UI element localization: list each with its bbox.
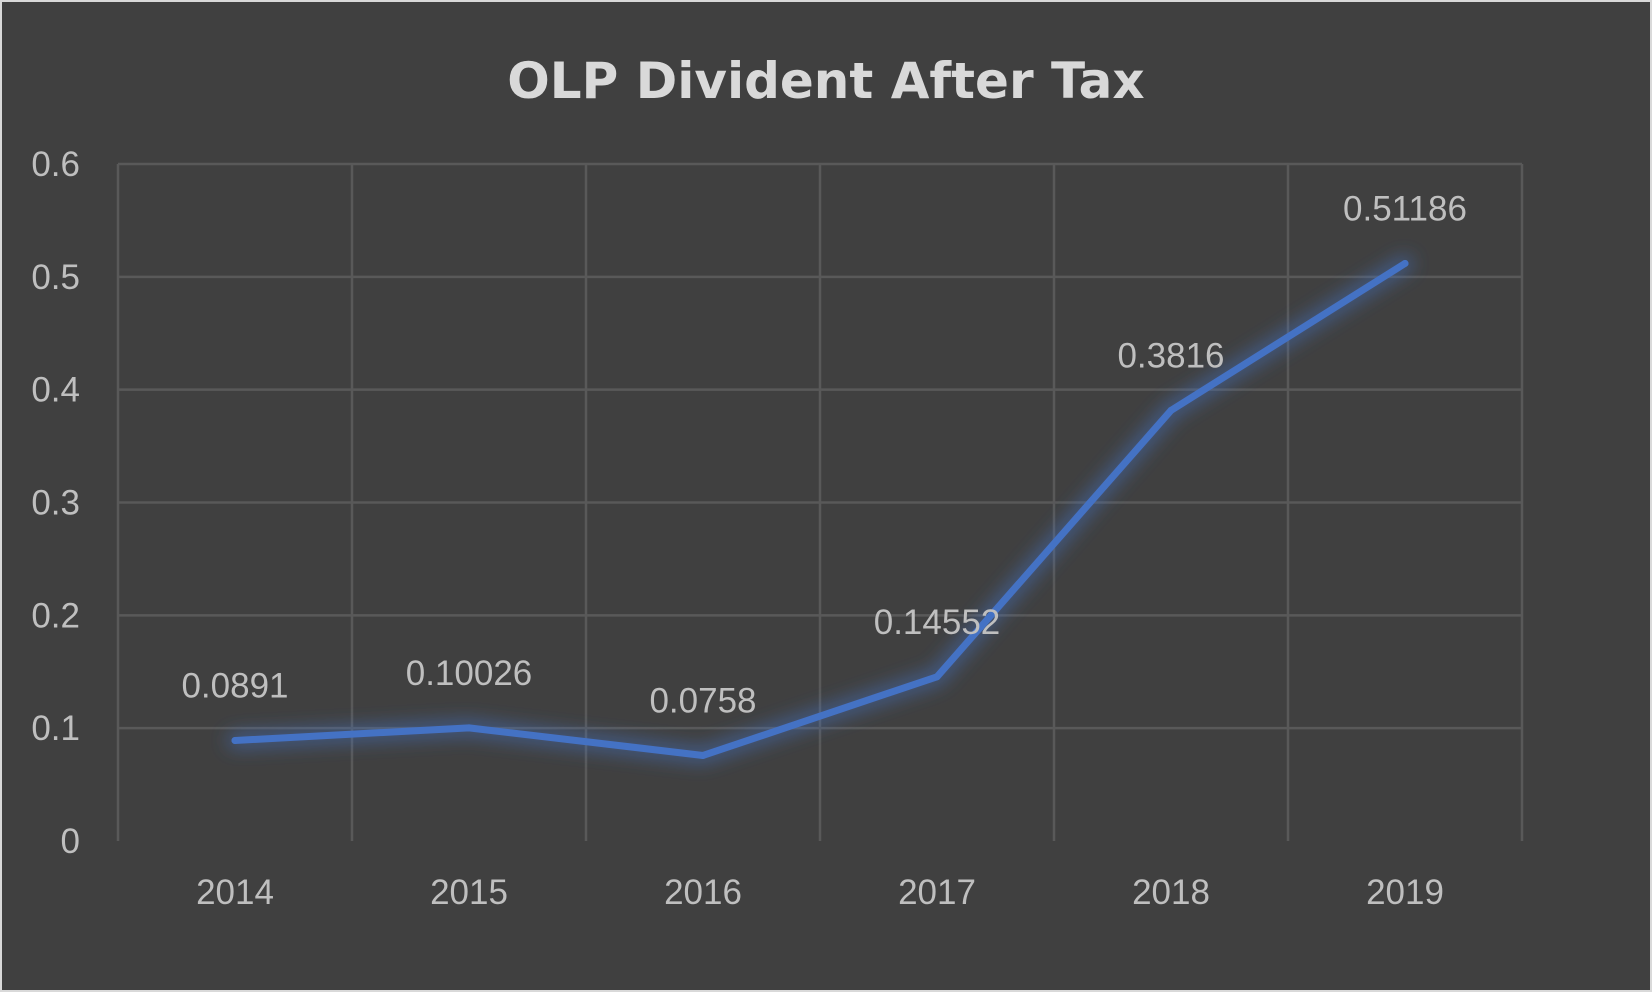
y-tick-label: 0.2 — [31, 596, 80, 635]
data-point — [1401, 259, 1409, 267]
series-line — [227, 255, 1413, 764]
y-tick-label: 0 — [61, 822, 80, 861]
x-tick-label: 2015 — [430, 873, 508, 912]
y-tick-label: 0.1 — [31, 709, 80, 748]
data-labels: 0.0891 0.10026 0.0758 0.14552 0.3816 0.51186 — [181, 189, 1466, 720]
data-point — [933, 673, 941, 681]
x-axis-ticks: 2014 2015 2016 2017 2018 2019 — [196, 873, 1444, 912]
x-tick-label: 2018 — [1132, 873, 1210, 912]
data-point — [1167, 406, 1175, 414]
data-point — [699, 751, 707, 759]
series-line — [231, 259, 1409, 759]
gridlines — [116, 162, 1524, 841]
data-point — [231, 736, 239, 744]
data-label: 0.3816 — [1117, 336, 1224, 375]
y-axis-ticks: 0 0.1 0.2 0.3 0.4 0.5 0.6 — [31, 145, 80, 861]
data-label: 0.0758 — [649, 681, 756, 720]
y-tick-label: 0.6 — [31, 145, 80, 184]
data-label: 0.0891 — [181, 666, 288, 705]
data-point — [465, 724, 473, 732]
data-label: 0.14552 — [874, 603, 1001, 642]
x-tick-label: 2019 — [1366, 873, 1444, 912]
y-tick-label: 0.4 — [31, 371, 80, 410]
x-tick-label: 2014 — [196, 873, 274, 912]
x-tick-label: 2016 — [664, 873, 742, 912]
x-tick-label: 2017 — [898, 873, 976, 912]
data-label: 0.51186 — [1343, 189, 1467, 228]
y-tick-label: 0.5 — [31, 258, 80, 297]
data-label: 0.10026 — [406, 654, 533, 693]
chart-title: OLP Divident After Tax — [507, 52, 1144, 110]
y-tick-label: 0.3 — [31, 484, 80, 523]
